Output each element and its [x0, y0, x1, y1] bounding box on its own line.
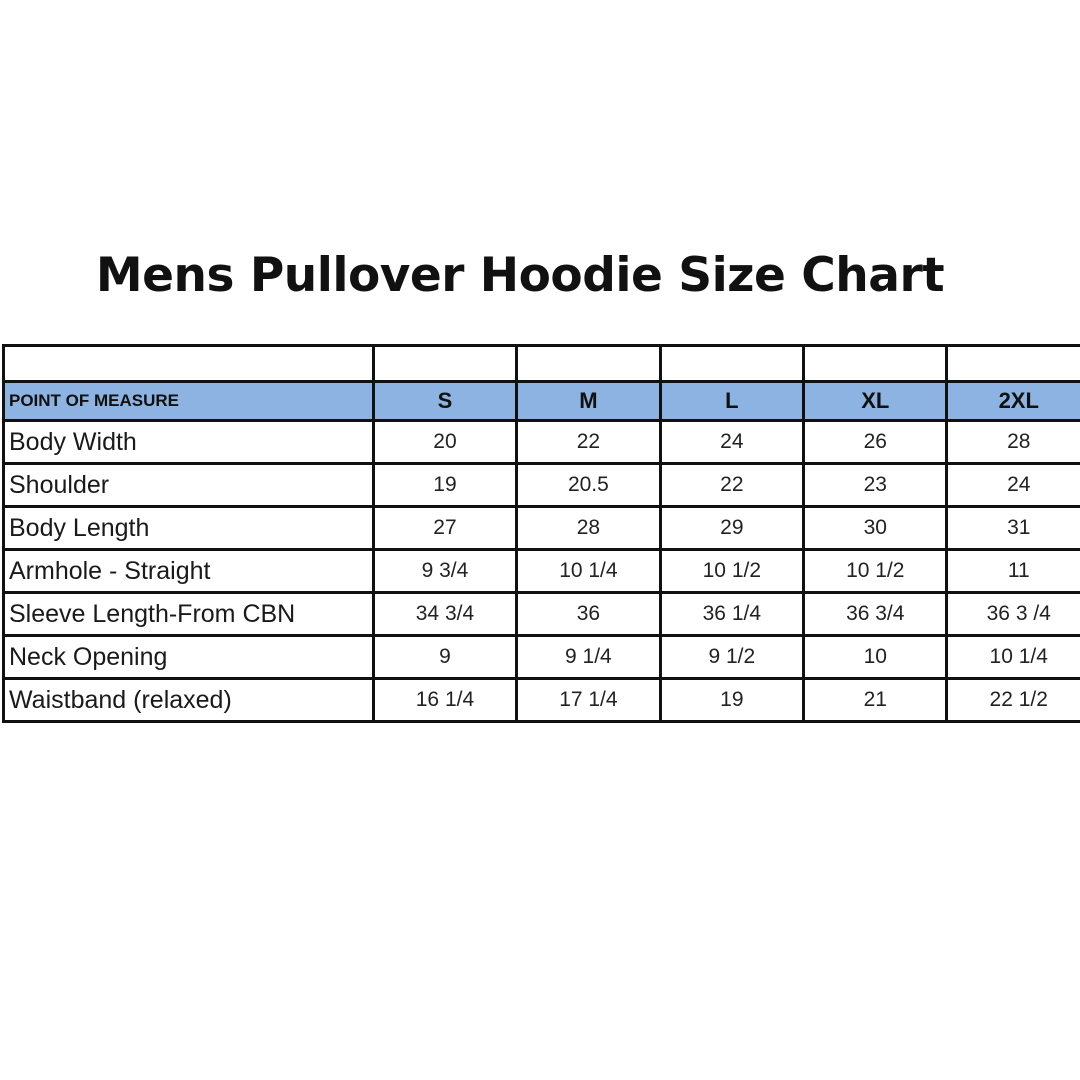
measurement-cell: 10 1/4: [515, 548, 662, 594]
measurement-cell: 28: [945, 419, 1080, 465]
measurement-cell: 36 3/4: [802, 591, 949, 637]
measurement-cell: 16 1/4: [371, 677, 519, 723]
measurement-cell: 26: [802, 419, 949, 465]
row-label: Armhole - Straight: [2, 548, 375, 594]
header-size-s: S: [371, 380, 519, 422]
measurement-cell: 31: [945, 505, 1080, 551]
header-point-of-measure: POINT OF MEASURE: [2, 380, 375, 422]
measurement-cell: 30: [802, 505, 949, 551]
row-label: Shoulder: [2, 462, 375, 508]
measurement-cell: 9 1/2: [658, 634, 806, 680]
blank-cell: [515, 344, 662, 383]
measurement-cell: 10 1/2: [802, 548, 949, 594]
measurement-cell: 34 3/4: [371, 591, 519, 637]
blank-cell: [658, 344, 806, 383]
row-label: Body Width: [2, 419, 375, 465]
measurement-cell: 10: [802, 634, 949, 680]
measurement-cell: 10 1/2: [658, 548, 806, 594]
measurement-cell: 20.5: [515, 462, 662, 508]
table-row: Neck Opening 9 9 1/4 9 1/2 10 10 1/4: [2, 634, 1080, 680]
measurement-cell: 36: [515, 591, 662, 637]
measurement-cell: 19: [371, 462, 519, 508]
measurement-cell: 23: [802, 462, 949, 508]
page-title: Mens Pullover Hoodie Size Chart: [95, 248, 945, 303]
measurement-cell: 29: [658, 505, 806, 551]
measurement-cell: 28: [515, 505, 662, 551]
measurement-cell: 27: [371, 505, 519, 551]
blank-cell: [2, 344, 375, 383]
table-row: Body Length 27 28 29 30 31: [2, 505, 1080, 551]
measurement-cell: 22: [515, 419, 662, 465]
row-label: Waistband (relaxed): [2, 677, 375, 723]
measurement-cell: 21: [802, 677, 949, 723]
measurement-cell: 22 1/2: [945, 677, 1080, 723]
row-label: Body Length: [2, 505, 375, 551]
table-row: Body Width 20 22 24 26 28: [2, 419, 1080, 465]
blank-cell: [802, 344, 949, 383]
table-row: Shoulder 19 20.5 22 23 24: [2, 462, 1080, 508]
table-row: Armhole - Straight 9 3/4 10 1/4 10 1/2 10 1/…: [2, 548, 1080, 594]
measurement-cell: 11: [945, 548, 1080, 594]
measurement-cell: 9 1/4: [515, 634, 662, 680]
size-chart-table: POINT OF MEASURE S M L XL 2XL Body Width…: [2, 344, 1080, 737]
table-row: Sleeve Length-From CBN 34 3/4 36 36 1/4 36 3…: [2, 591, 1080, 637]
header-row: POINT OF MEASURE S M L XL 2XL: [2, 380, 1080, 422]
measurement-cell: 36 3 /4: [945, 591, 1080, 637]
measurement-cell: 9: [371, 634, 519, 680]
measurement-cell: 17 1/4: [515, 677, 662, 723]
header-size-xl: XL: [802, 380, 949, 422]
header-size-2xl: 2XL: [945, 380, 1080, 422]
measurement-cell: 9 3/4: [371, 548, 519, 594]
measurement-cell: 22: [658, 462, 806, 508]
blank-cell: [371, 344, 519, 383]
measurement-cell: 24: [658, 419, 806, 465]
blank-cell: [945, 344, 1080, 383]
measurement-cell: 19: [658, 677, 806, 723]
row-label: Sleeve Length-From CBN: [2, 591, 375, 637]
measurement-cell: 24: [945, 462, 1080, 508]
header-size-m: M: [515, 380, 662, 422]
header-size-l: L: [658, 380, 806, 422]
row-label: Neck Opening: [2, 634, 375, 680]
measurement-cell: 20: [371, 419, 519, 465]
table-row: Waistband (relaxed) 16 1/4 17 1/4 19 21 22 1/…: [2, 677, 1080, 723]
measurement-cell: 36 1/4: [658, 591, 806, 637]
blank-row: [2, 344, 1080, 383]
measurement-cell: 10 1/4: [945, 634, 1080, 680]
